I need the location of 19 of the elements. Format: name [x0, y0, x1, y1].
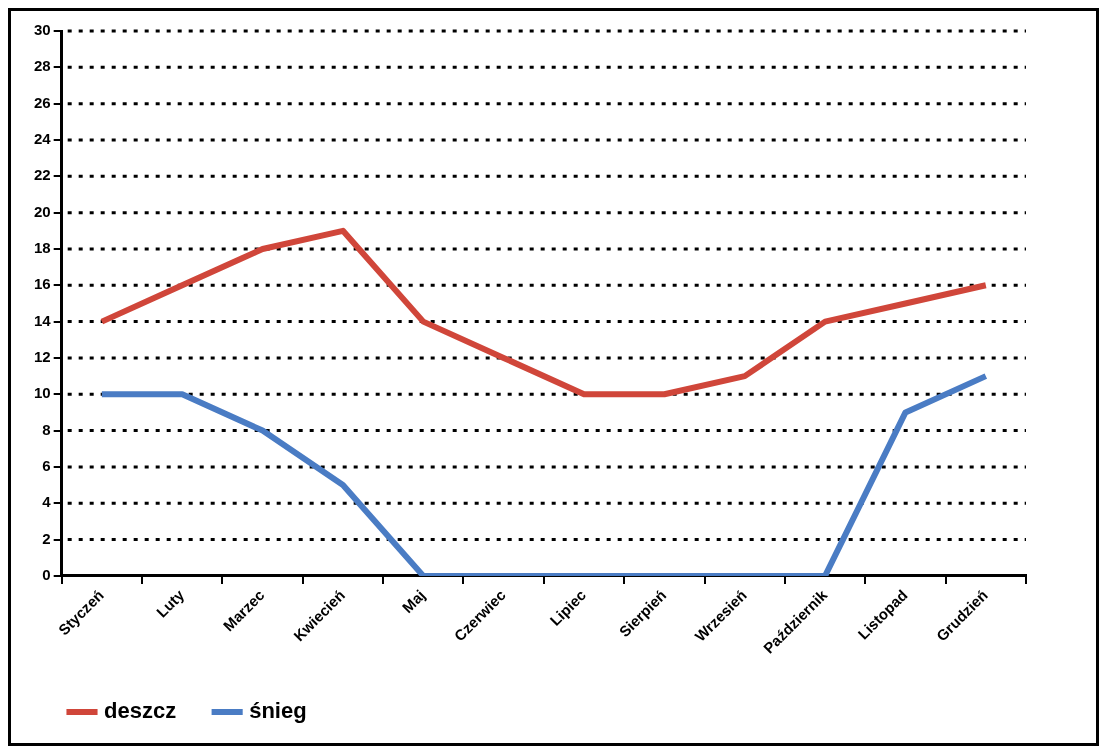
x-tick-label: Maj — [398, 586, 429, 617]
y-tick-label: 10 — [34, 384, 51, 402]
y-tick-label: 6 — [42, 457, 51, 475]
y-tick-label: 2 — [42, 529, 51, 547]
y-tick-label: 30 — [34, 21, 51, 39]
y-tick-label: 20 — [34, 202, 51, 220]
y-tick-label: 14 — [34, 311, 52, 329]
legend-label: śnieg — [249, 698, 307, 724]
y-tick-label: 18 — [34, 239, 51, 257]
y-tick-label: 16 — [34, 275, 51, 293]
y-tick-label: 12 — [34, 348, 51, 366]
y-tick-label: 0 — [42, 566, 51, 584]
y-tick-label: 4 — [42, 493, 52, 511]
y-tick-label: 28 — [34, 57, 51, 75]
y-tick-label: 24 — [34, 130, 52, 148]
legend-label: deszcz — [104, 698, 177, 724]
y-tick-label: 26 — [34, 93, 51, 111]
y-tick-label: 8 — [42, 420, 51, 438]
y-tick-label: 22 — [34, 166, 51, 184]
